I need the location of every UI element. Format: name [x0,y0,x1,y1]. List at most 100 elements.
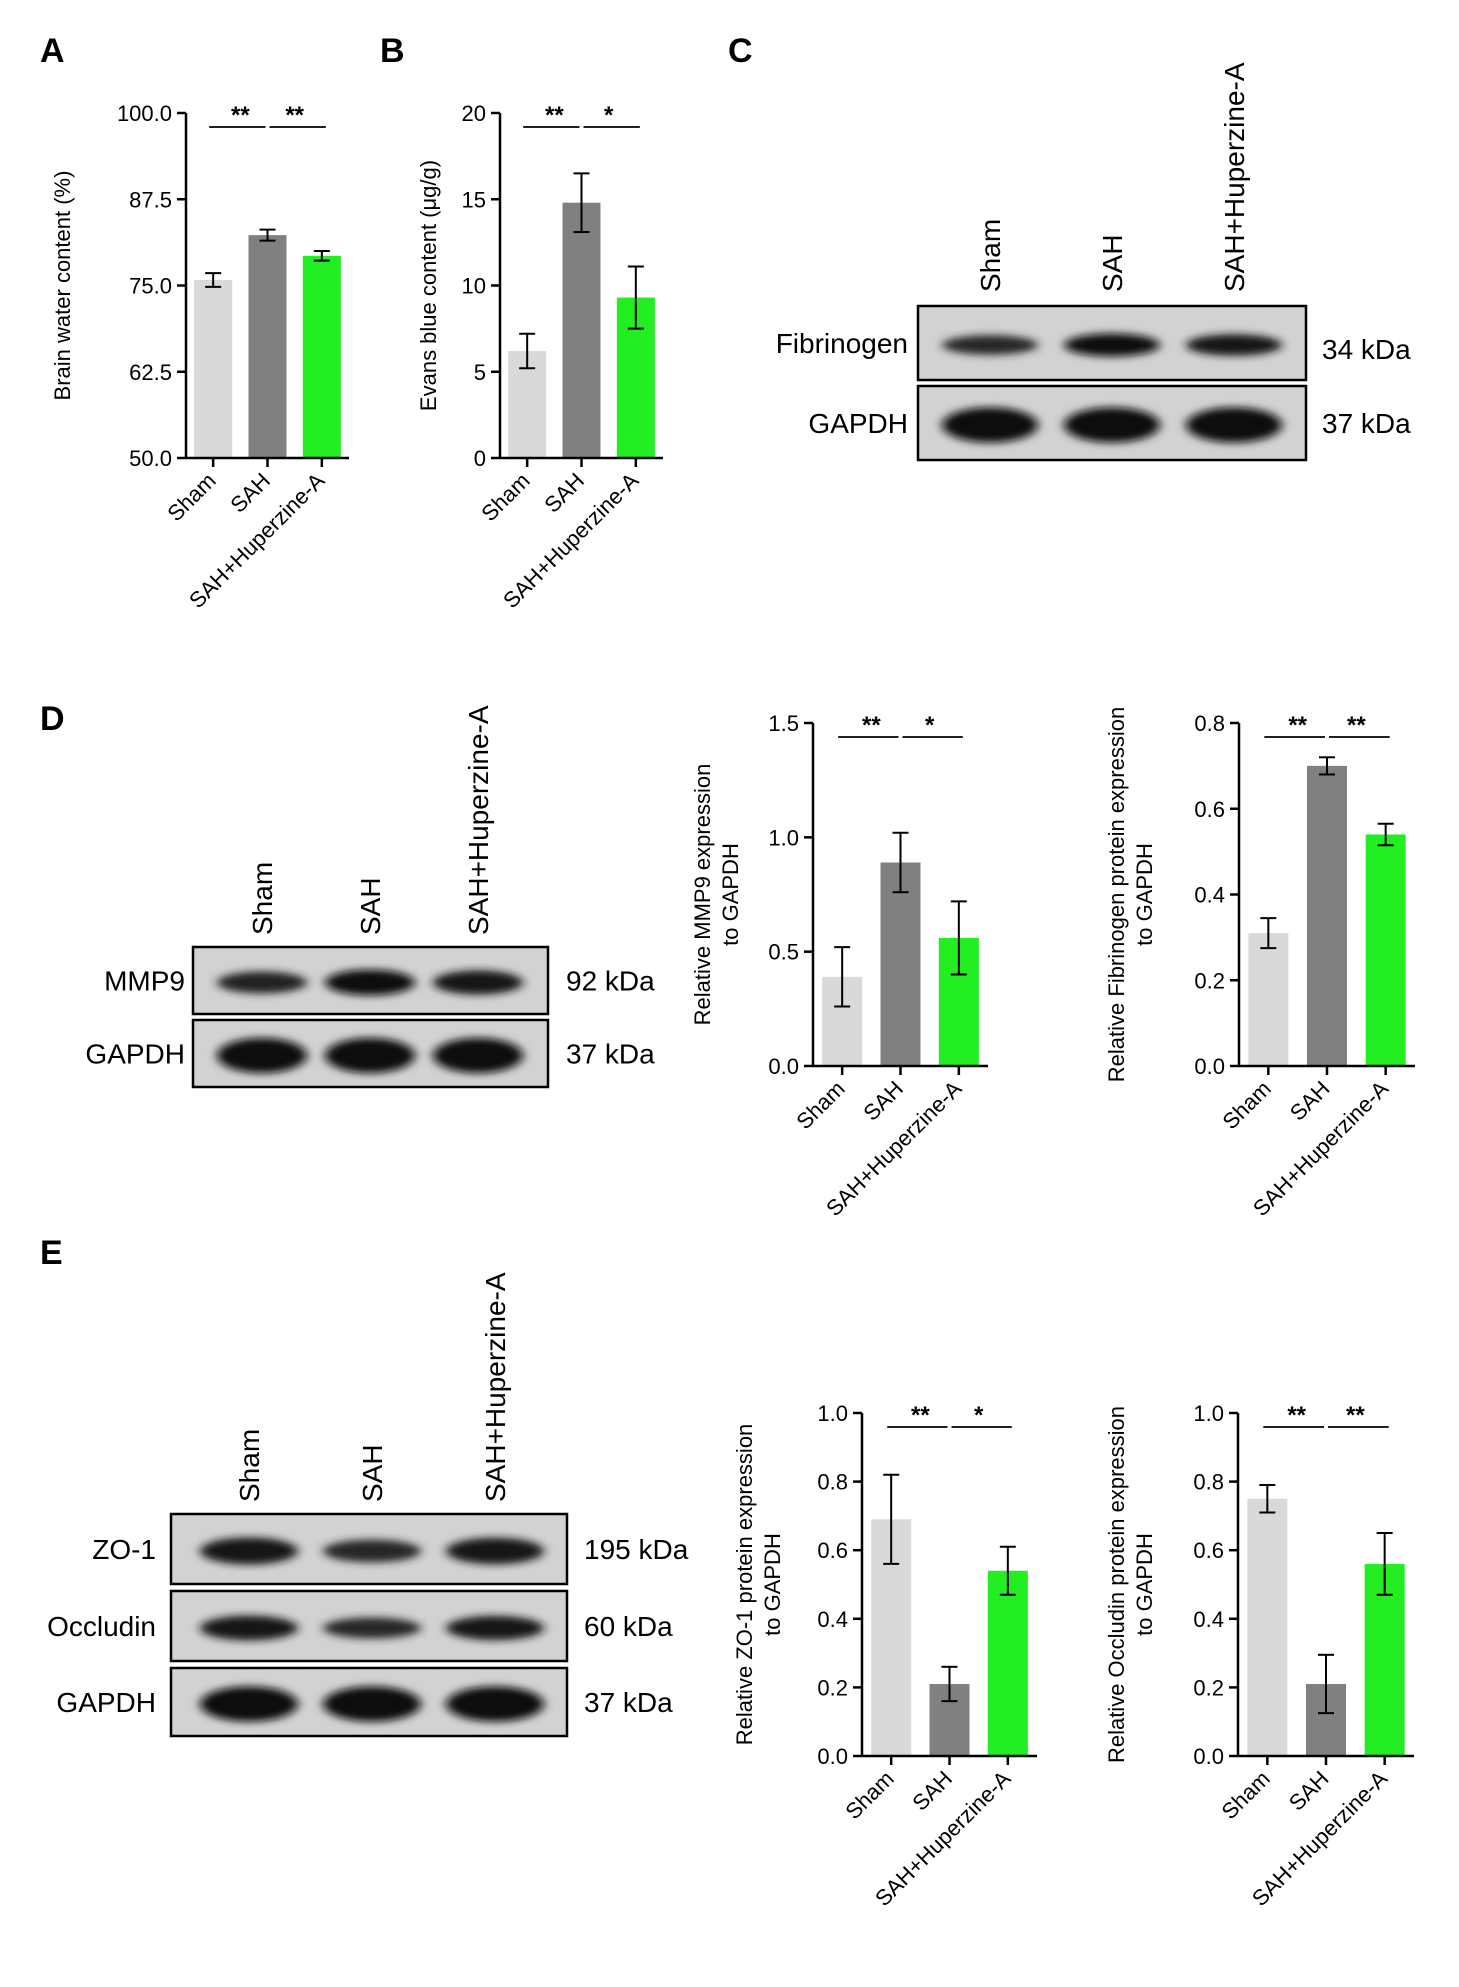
y-tick-label: 1.0 [1193,1401,1224,1426]
blot-row-zo-1: ZO-1 195 kDa [92,1512,689,1586]
y-tick-label: 0.4 [817,1607,848,1632]
y-tick-label: 1.0 [817,1401,848,1426]
y-axis-label: Relative Occludin protein expression to G… [1104,1406,1157,1763]
blot-band [323,1617,421,1639]
blot-band [433,970,523,995]
y-tick-label: 0.5 [768,940,799,965]
lane-label: SAH+Huperzine-A [1219,62,1250,292]
y-tick-label: 0.8 [1193,1470,1224,1495]
blot-band [325,1037,415,1074]
x-tick-label: SAH [1284,1766,1334,1816]
y-tick-label: 50.0 [129,446,172,471]
x-tick-label: SAH [225,468,275,518]
y-tick-label: 0.4 [1193,1607,1224,1632]
bar [1248,933,1289,1066]
blot-frame [169,1589,569,1663]
x-tick-label: SAH [1285,1076,1335,1126]
blot-band [446,1615,544,1641]
y-axis-label-line: Relative ZO-1 protein expression [732,1424,757,1746]
y-tick-label: 0 [474,446,486,471]
blot-band [323,1539,421,1563]
bar [302,255,341,458]
blot-band [1064,407,1160,443]
lane-label: SAH [1097,234,1128,292]
bar [1365,834,1406,1066]
panel-label-c: C [728,32,753,70]
y-tick-label: 5 [474,360,486,385]
blot-row-mmp9: MMP9 92 kDa [104,945,655,1016]
y-tick-label: 87.5 [129,187,172,212]
blot-row-gapdh: GAPDH 37 kDa [56,1666,673,1738]
y-tick-label: 20 [462,101,486,126]
lane-label: Sham [975,219,1006,292]
y-axis-label: Relative MMP9 expression to GAPDH [690,764,743,1026]
panel-label-d: D [40,700,65,738]
blot-band [433,1037,523,1074]
blot-band [1064,333,1160,357]
x-tick-label: Sham [791,1076,849,1134]
protein-label: Occludin [47,1611,156,1642]
blot-e: Sham SAH SAH+Huperzine-A ZO-1 195 kDa Occludi… [47,1272,689,1738]
y-tick-label: 0.2 [1194,968,1225,993]
y-tick-label: 0.6 [1193,1538,1224,1563]
blot-row-fibrinogen: Fibrinogen 34 kDa [776,304,1411,382]
blot-band [942,407,1038,443]
significance-label: ** [231,102,250,129]
y-axis-label-line: Relative MMP9 expression [690,764,715,1026]
bar [1307,765,1347,1066]
protein-label: GAPDH [56,1687,156,1718]
y-tick-label: 0.0 [817,1744,848,1769]
y-tick-label: 62.5 [129,360,172,385]
y-tick-label: 0.6 [817,1538,848,1563]
y-tick-label: 100.0 [117,101,172,126]
y-tick-label: 0.0 [1193,1744,1224,1769]
y-tick-label: 10 [462,274,486,299]
y-tick-label: 0.2 [817,1675,848,1700]
blot-row-gapdh: GAPDH 37 kDa [808,384,1411,462]
blot-band [446,1537,544,1565]
kda-label: 37 kDa [1322,408,1411,439]
x-tick-label: Sham [1218,1076,1276,1134]
bar [194,279,233,458]
y-tick-label: 1.5 [768,711,799,736]
y-tick-label: 0.2 [1193,1675,1224,1700]
lane-label: Sham [247,862,278,935]
blot-frame [169,1666,569,1738]
y-tick-label: 0.0 [1194,1054,1225,1079]
panel-label-b: B [380,32,405,70]
significance-label: ** [1287,1402,1306,1429]
significance-label: ** [1288,712,1307,739]
blot-band [200,1537,298,1565]
y-axis-label-line: to GAPDH [718,843,743,946]
y-axis-label-line: to GAPDH [760,1533,785,1636]
x-tick-label: Sham [476,468,534,526]
x-tick-label: SAH [907,1766,957,1816]
blot-frame [916,384,1308,462]
blot-band [217,971,307,994]
y-tick-label: 0.8 [817,1470,848,1495]
significance-label: * [974,1402,984,1429]
blot-band [325,969,415,996]
blot-band [200,1686,298,1722]
kda-label: 92 kDa [566,966,655,997]
blot-band [942,335,1038,355]
protein-label: MMP9 [104,966,185,997]
kda-label: 37 kDa [584,1687,673,1718]
y-axis-label: Brain water content (%) [50,171,75,401]
y-axis-label-line: to GAPDH [1132,843,1157,946]
blot-frame [169,1512,569,1586]
blot-band [323,1686,421,1722]
lane-label: SAH [355,877,386,935]
significance-label: ** [1347,712,1366,739]
kda-label: 195 kDa [584,1534,689,1565]
bar [880,862,921,1066]
y-tick-label: 0.0 [768,1054,799,1079]
lane-label: Sham [234,1429,265,1502]
kda-label: 34 kDa [1322,334,1411,365]
y-axis-label: Relative ZO-1 protein expression to GAPDH [732,1424,785,1746]
y-tick-label: 0.4 [1194,883,1225,908]
